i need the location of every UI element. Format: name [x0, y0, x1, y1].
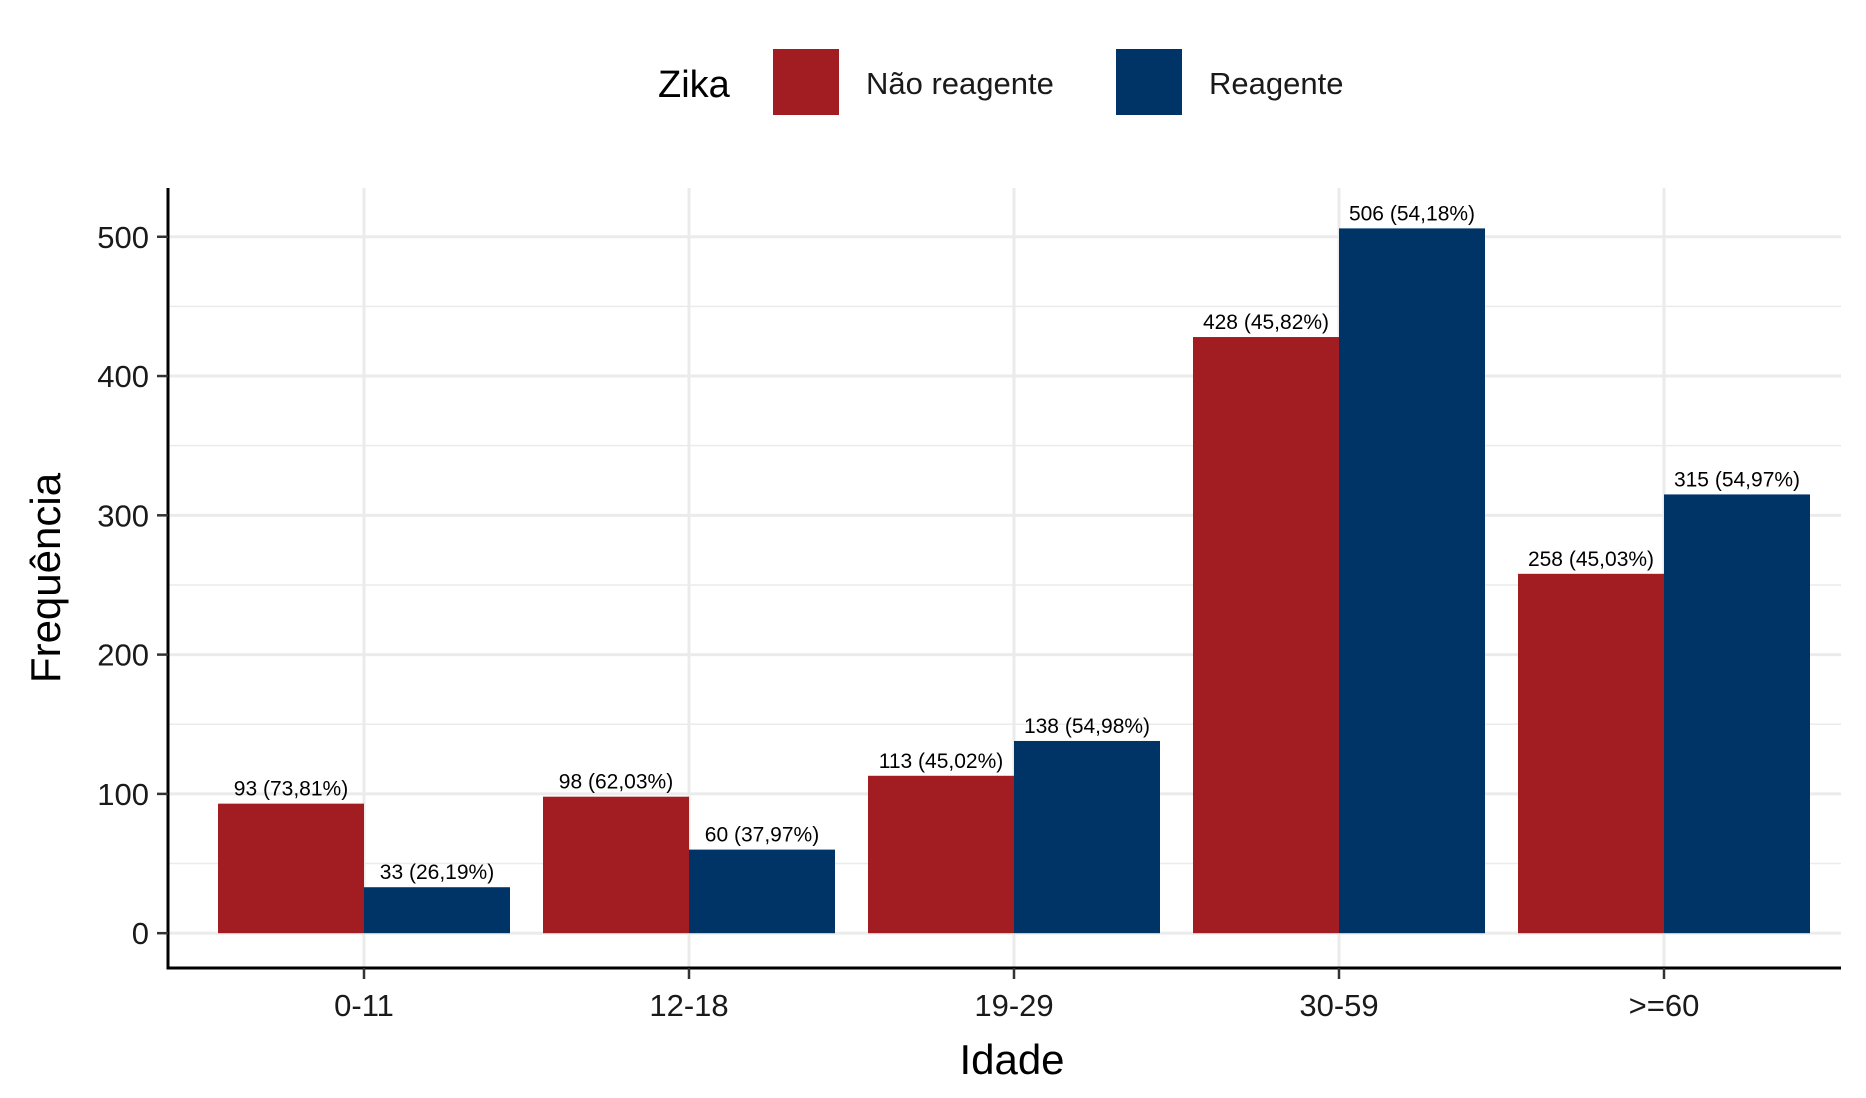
- bar-nao-reagente-0: [218, 803, 364, 934]
- y-tick-label: 400: [97, 359, 149, 394]
- legend-swatch-reagente: [1116, 49, 1182, 115]
- x-tick-label: >=60: [1629, 988, 1700, 1023]
- data-label: 506 (54,18%): [1349, 202, 1475, 225]
- data-label: 428 (45,82%): [1203, 311, 1329, 334]
- data-label: 113 (45,02%): [879, 750, 1004, 773]
- bars: [218, 228, 1810, 934]
- x-tick-label: 19-29: [974, 988, 1053, 1023]
- x-axis-ticks: 0-11 12-18 19-29 30-59 >=60: [334, 968, 1699, 1023]
- bar-nao-reagente-2: [868, 775, 1014, 934]
- bar-reagente-2: [1014, 740, 1160, 934]
- data-label: 138 (54,98%): [1024, 715, 1150, 738]
- bar-reagente-3: [1339, 228, 1485, 934]
- legend-title: Zika: [658, 64, 731, 106]
- legend-swatch-nao-reagente: [773, 49, 839, 115]
- x-tick-label: 12-18: [649, 988, 728, 1023]
- data-label: 258 (45,03%): [1528, 548, 1654, 571]
- data-label: 98 (62,03%): [559, 771, 673, 794]
- y-tick-label: 0: [132, 916, 149, 951]
- data-label: 93 (73,81%): [234, 778, 348, 801]
- data-label: 33 (26,19%): [380, 861, 494, 884]
- data-label: 315 (54,97%): [1674, 468, 1800, 491]
- y-tick-label: 300: [97, 498, 149, 533]
- bar-reagente-0: [364, 887, 510, 934]
- bar-nao-reagente-1: [543, 796, 689, 934]
- x-tick-label: 30-59: [1299, 988, 1378, 1023]
- x-tick-label: 0-11: [334, 988, 394, 1023]
- bar-reagente-4: [1664, 494, 1810, 934]
- y-tick-label: 200: [97, 638, 149, 673]
- y-tick-label: 100: [97, 777, 149, 812]
- data-labels: 93 (73,81%) 98 (62,03%) 113 (45,02%) 428 (4…: [234, 202, 1800, 884]
- legend-label-nao-reagente: Não reagente: [866, 66, 1054, 101]
- y-tick-label: 500: [97, 220, 149, 255]
- legend-label-reagente: Reagente: [1209, 66, 1343, 101]
- x-axis-title: Idade: [959, 1036, 1064, 1083]
- bar-reagente-1: [689, 849, 835, 934]
- y-axis-title: Frequência: [22, 472, 69, 683]
- bar-nao-reagente-4: [1518, 573, 1664, 934]
- bar-nao-reagente-3: [1193, 337, 1339, 934]
- y-axis-ticks: 0 100 200 300 400 500: [97, 220, 168, 951]
- legend: Zika Não reagente Reagente: [658, 49, 1343, 115]
- data-label: 60 (37,97%): [705, 824, 819, 847]
